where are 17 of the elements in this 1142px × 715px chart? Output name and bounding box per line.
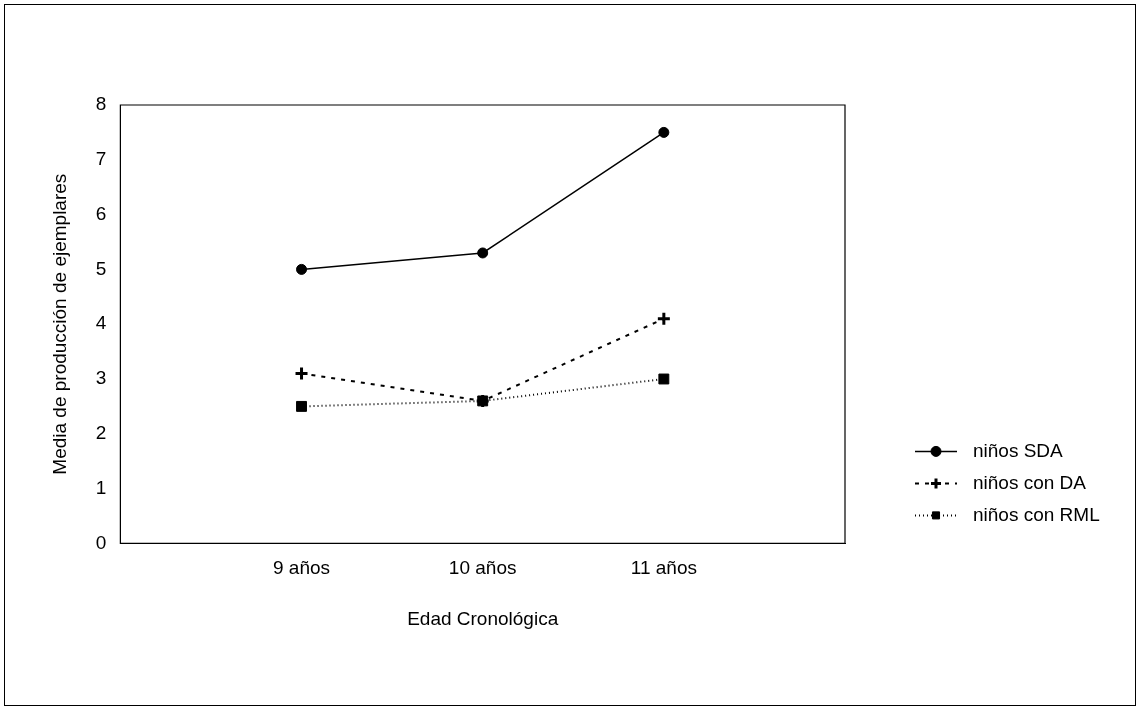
y-axis-title: Media de producción de ejemplares bbox=[48, 173, 70, 475]
y-tick-label: 3 bbox=[95, 367, 107, 389]
legend-label: niños con RML bbox=[973, 503, 1100, 525]
y-tick-label: 0 bbox=[95, 531, 107, 553]
y-tick-label: 4 bbox=[95, 312, 107, 334]
y-tick-label: 7 bbox=[95, 148, 107, 170]
y-tick-label: 2 bbox=[95, 422, 107, 444]
y-tick-label: 6 bbox=[95, 202, 107, 224]
y-tick-label: 5 bbox=[95, 257, 107, 279]
x-tick-label: 10 años bbox=[448, 557, 517, 579]
y-tick-label: 1 bbox=[95, 476, 107, 498]
x-tick-label: 9 años bbox=[273, 557, 331, 579]
y-tick-label: 8 bbox=[95, 93, 107, 115]
x-axis-title: Edad Cronológica bbox=[407, 607, 559, 629]
legend-label: niños SDA bbox=[973, 439, 1064, 461]
x-tick-label: 11 años bbox=[630, 557, 697, 579]
legend-label: niños con DA bbox=[973, 471, 1087, 493]
